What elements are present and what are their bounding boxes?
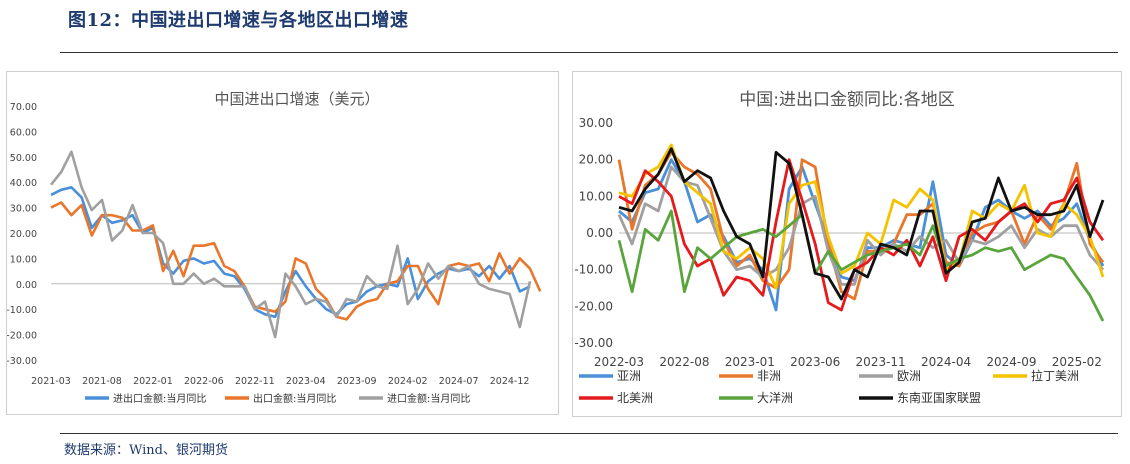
series-line-7 [618,147,1105,301]
chart-panel-regions: 中国:进出口金额同比:各地区 30.00 20.00 10.00 0.00 -10.00 -… [572,71,1122,417]
y-tick-label: -20.00 [574,299,613,313]
y-tick-label: 70.00 [10,102,37,113]
x-tick-label: 2022-01 [133,376,173,387]
legend-label: 拉丁美洲 [1031,368,1079,383]
x-tick-label: 2023-09 [337,376,377,387]
y-tick-label: -30.00 [574,336,613,350]
y-tick-label: 50.00 [10,153,37,164]
y-tick-label: 20.00 [579,153,613,167]
series-line-4 [618,143,1105,290]
y-tick-label: 0.00 [16,280,37,291]
y-tick-label: 20.00 [10,229,37,240]
y-tick-label: -30.00 [7,356,37,367]
x-tick-label: 2023-06 [790,355,840,369]
chart-title: 中国:进出口金额同比:各地区 [739,90,954,110]
source-note: 数据来源：Wind、银河期货 [64,443,228,458]
y-tick-label: 40.00 [10,178,37,189]
import-export-growth-chart: 中国进出口增速（美元） 70.00 60.00 50.00 40.00 30.00 20.0… [6,90,542,405]
legend-label: 进口金额:当月同比 [387,392,470,405]
y-tick-label: 30.00 [10,204,37,215]
series-line-5 [618,158,1105,312]
x-tick-label: 2024-12 [490,376,530,387]
x-tick-label: 2022-11 [235,376,275,387]
x-tick-label: 2023-11 [856,355,906,369]
x-tick-label: 2021-03 [31,376,71,387]
chart-panel-import-export: 中国进出口增速（美元） 70.00 60.00 50.00 40.00 30.00 20.0… [6,71,559,415]
series-line-6 [617,209,1105,322]
x-tick-label: 2022-03 [594,355,644,369]
series-line-3 [617,165,1105,286]
legend-label: 欧洲 [897,369,921,383]
y-tick-label: -10.00 [574,263,613,277]
chart-title: 中国进出口增速（美元） [214,90,379,108]
x-tick-label: 2023-04 [286,376,326,387]
y-tick-label: -10.00 [7,305,37,316]
x-tick-label: 2022-06 [184,376,224,387]
x-tick-label: 2024-02 [388,376,428,387]
y-tick-label: 10.00 [10,254,37,265]
y-tick-label: 0.00 [586,226,613,240]
legend-label: 大洋洲 [757,390,793,405]
y-tick-label: -20.00 [7,331,37,342]
x-tick-label: 2023-01 [725,355,775,369]
legend-label: 进出口金额:当月同比 [113,392,206,405]
legend-label: 北美洲 [617,391,653,405]
legend-label: 出口金额:当月同比 [253,392,336,405]
title-rule [60,52,1118,53]
bottom-rule [60,433,1118,434]
legend-label: 亚洲 [617,369,641,383]
x-tick-label: 2025-02 [1052,355,1102,369]
y-tick-label: 30.00 [579,116,613,130]
legend-label: 东南亚国家联盟 [897,390,981,405]
series-line-3 [49,150,532,339]
x-tick-label: 2024-09 [986,355,1036,369]
legend-label: 非洲 [757,369,781,383]
y-tick-label: 60.00 [10,127,37,138]
x-tick-label: 2024-04 [921,355,971,369]
series-line-2 [50,201,542,321]
y-tick-label: 10.00 [579,189,613,203]
figure-title: 图12：中国进出口增速与各地区出口增速 [68,10,409,31]
series-line-2 [617,150,1105,301]
series-line-1 [50,186,531,319]
x-tick-label: 2021-08 [82,376,122,387]
x-tick-label: 2022-08 [659,355,709,369]
regional-trade-growth-chart: 中国:进出口金额同比:各地区 30.00 20.00 10.00 0.00 -10.00 -… [574,90,1105,405]
x-tick-label: 2024-07 [439,376,479,387]
